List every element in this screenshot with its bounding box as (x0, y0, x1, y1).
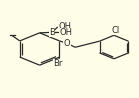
Text: OH: OH (58, 22, 71, 31)
Text: OH: OH (60, 28, 73, 37)
Text: O: O (64, 39, 70, 48)
Text: Cl: Cl (111, 26, 120, 35)
Text: B: B (49, 28, 55, 37)
Text: Br: Br (53, 59, 63, 68)
